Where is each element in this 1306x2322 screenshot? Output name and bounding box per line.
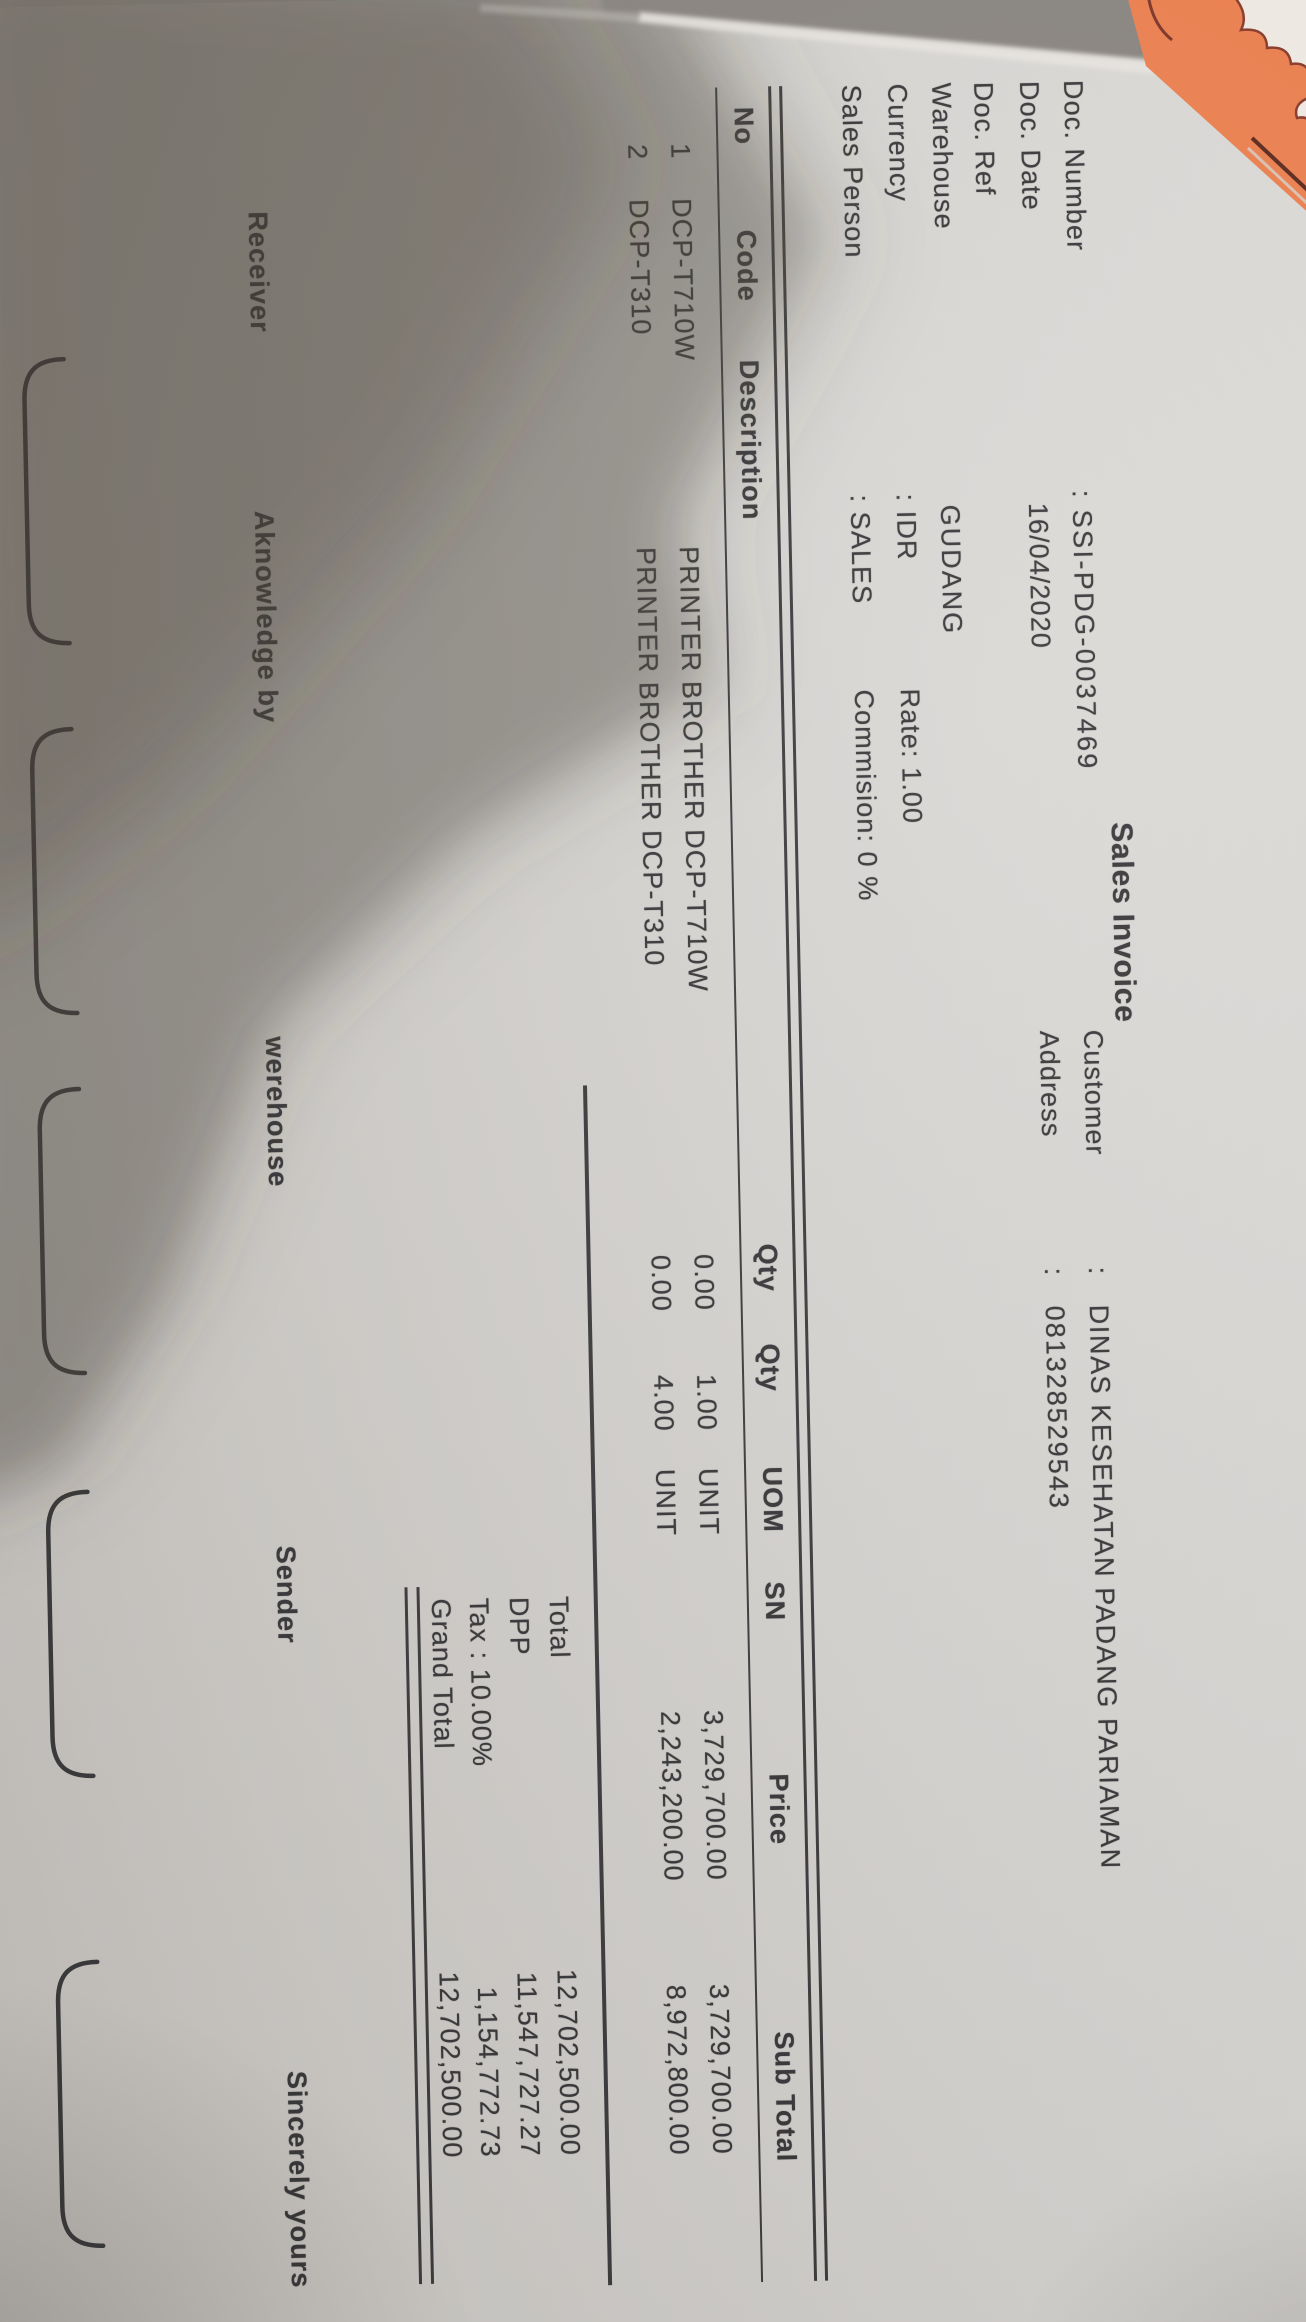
cell-price: 3,729,700.00 [698,1709,732,1882]
meta-value-sales-person: : SALES [844,494,877,605]
table-top-rule-1 [779,86,829,2281]
cell-price: 2,243,200.00 [655,1710,689,1883]
cell-description: PRINTER BROTHER DCP-T710W [673,545,714,993]
signature-bracket [45,1489,96,1779]
col-header-no: No [728,106,760,146]
tax-value: 1,154,772.73 [471,1986,506,2158]
meta-colon-address: : [1038,1267,1070,1277]
col-header-description: Description [733,359,768,521]
col-header-qty1: Qty [752,1243,784,1293]
signature-label-sincerely: Sincerely yours [281,2070,317,2289]
meta-colon-customer: : [1082,1266,1114,1276]
cell-uom: UNIT [650,1468,682,1537]
dpp-value: 11,547,727.27 [511,1971,546,2158]
meta-label-customer: Customer [1077,1029,1111,1156]
grand-total-value: 12,702,500.00 [433,1971,468,2159]
meta-label-doc-number: Doc. Number [1058,79,1092,252]
cell-no: 2 [622,143,653,161]
meta-value-doc-date: 16/04/2020 [1022,502,1056,650]
meta-value-address: 081328529543 [1039,1305,1074,1511]
signature-bracket [37,1086,88,1376]
totals-top-rule [582,1085,613,2286]
cell-code: DCP-T310 [623,198,657,336]
signature-bracket [55,1959,106,2249]
signature-label-sender: Sender [270,1545,303,1645]
table-top-rule-2 [768,86,818,2281]
signature-label-acknowledge: Aknowledge by [248,510,284,724]
cell-sub-total: 3,729,700.00 [703,1983,738,2156]
meta-label-doc-date: Doc. Date [1014,80,1047,212]
signature-label-warehouse: werehouse [259,1036,294,1188]
signature-label-receiver: Receiver [242,211,276,334]
tax-label: Tax : 10.00% [463,1597,498,1768]
cell-code: DCP-T710W [666,197,700,362]
invoice-title: Sales Invoice [1104,821,1142,1023]
meta-label-warehouse: Warehouse [926,82,960,231]
meta-label-address: Address [1033,1030,1067,1138]
cell-description: PRINTER BROTHER DCP-T310 [630,546,670,967]
cell-no: 1 [665,142,696,160]
meta-label-doc-ref: Doc. Ref [968,81,1001,197]
total-value: 12,702,500.00 [551,1968,586,2157]
cell-qty2: 4.00 [648,1374,680,1433]
meta-extra-commission: Commision: 0 % [848,689,884,902]
signature-bracket [22,356,72,646]
meta-value-warehouse: GUDANG [934,504,968,636]
cell-qty2: 1.00 [691,1373,723,1432]
dpp-label: DPP [503,1596,535,1657]
cell-uom: UNIT [693,1467,725,1536]
col-header-code: Code [731,229,763,303]
meta-label-sales-person: Sales Person [836,84,870,259]
col-header-qty2: Qty [754,1343,786,1393]
cell-sub-total: 8,972,800.00 [660,1984,695,2156]
meta-value-currency: : IDR [890,493,923,561]
meta-value-customer: DINAS KESEHATAN PADANG PARIAMAN [1083,1304,1126,1871]
meta-extra-rate: Rate: 1.00 [894,688,928,825]
signature-bracket [30,726,80,1016]
col-header-sub-total: Sub Total [768,2031,802,2163]
total-label: Total [543,1595,575,1659]
col-header-sn: SN [759,1581,791,1622]
meta-label-currency: Currency [882,83,915,203]
col-header-uom: UOM [757,1466,789,1534]
grand-total-label: Grand Total [425,1598,459,1751]
meta-value-doc-number: : SSI-PDG-0037469 [1066,489,1103,772]
col-header-price: Price [763,1773,795,1846]
